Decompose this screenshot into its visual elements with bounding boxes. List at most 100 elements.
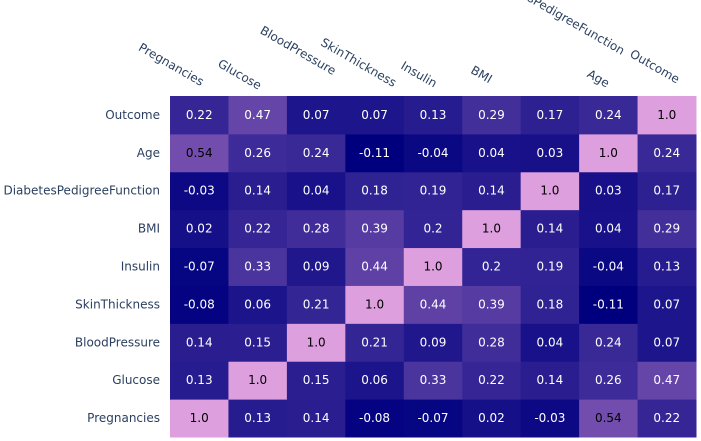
heatmap-cell-glucose-bmi[interactable]: [462, 361, 522, 400]
heatmap-cell-diabetes-pedigree-function-insulin[interactable]: [403, 171, 463, 211]
heatmap-cell-glucose-diabetes-pedigree-function[interactable]: [520, 361, 580, 400]
heatmap-cell-label: 0.07: [653, 297, 680, 311]
heatmap-cell-blood-pressure-age[interactable]: [579, 323, 639, 362]
heatmap-cell-label: 1.0: [482, 222, 501, 236]
heatmap-cell-blood-pressure-blood-pressure[interactable]: [286, 323, 346, 362]
y-tick-label: Age: [137, 146, 160, 160]
heatmap-cell-pregnancies-glucose[interactable]: [228, 399, 288, 438]
heatmap-cell-label: 0.33: [420, 373, 447, 387]
heatmap-cell-bmi-bmi[interactable]: [462, 209, 522, 249]
heatmap-cell-pregnancies-age[interactable]: [579, 399, 639, 438]
heatmap-cell-outcome-age[interactable]: [579, 96, 639, 135]
heatmap-cell-skin-thickness-glucose[interactable]: [228, 285, 288, 324]
heatmap-cell-diabetes-pedigree-function-glucose[interactable]: [228, 171, 288, 211]
heatmap-cell-glucose-skin-thickness[interactable]: [345, 361, 405, 400]
heatmap-cell-diabetes-pedigree-function-pregnancies[interactable]: [170, 171, 229, 211]
heatmap-cell-label: 0.26: [595, 373, 622, 387]
heatmap-cell-glucose-outcome[interactable]: [637, 361, 697, 400]
heatmap-cell-skin-thickness-blood-pressure[interactable]: [286, 285, 346, 324]
heatmap-cell-age-outcome[interactable]: [637, 133, 697, 173]
heatmap-cell-pregnancies-bmi[interactable]: [462, 399, 522, 438]
heatmap-cell-bmi-pregnancies[interactable]: [170, 209, 229, 249]
heatmap-cell-diabetes-pedigree-function-age[interactable]: [579, 171, 639, 211]
heatmap-cell-blood-pressure-bmi[interactable]: [462, 323, 522, 362]
heatmap-cell-age-bmi[interactable]: [462, 133, 522, 173]
heatmap-cell-glucose-blood-pressure[interactable]: [286, 361, 346, 400]
heatmap-cell-age-age[interactable]: [579, 133, 639, 173]
heatmap-cell-label: 0.14: [186, 335, 213, 349]
heatmap-cell-blood-pressure-diabetes-pedigree-function[interactable]: [520, 323, 580, 362]
heatmap-cell-age-blood-pressure[interactable]: [286, 133, 346, 173]
heatmap-cell-label: 0.07: [361, 108, 388, 122]
heatmap-cell-outcome-blood-pressure[interactable]: [286, 96, 346, 135]
heatmap-cell-diabetes-pedigree-function-outcome[interactable]: [637, 171, 697, 211]
heatmap-cell-insulin-bmi[interactable]: [462, 247, 522, 286]
heatmap-cell-insulin-insulin[interactable]: [403, 247, 463, 286]
heatmap-cell-diabetes-pedigree-function-blood-pressure[interactable]: [286, 171, 346, 211]
heatmap-cell-bmi-diabetes-pedigree-function[interactable]: [520, 209, 580, 249]
heatmap-cell-outcome-skin-thickness[interactable]: [345, 96, 405, 135]
heatmap-cell-label: -0.08: [359, 411, 390, 425]
y-tick-label: Insulin: [121, 260, 160, 274]
heatmap-cell-label: 0.04: [537, 335, 564, 349]
heatmap-cell-label: 0.06: [361, 373, 388, 387]
heatmap-cell-insulin-skin-thickness[interactable]: [345, 247, 405, 286]
heatmap-cell-pregnancies-blood-pressure[interactable]: [286, 399, 346, 438]
heatmap-cell-glucose-age[interactable]: [579, 361, 639, 400]
heatmap-cell-skin-thickness-age[interactable]: [579, 285, 639, 324]
heatmap-cell-skin-thickness-outcome[interactable]: [637, 285, 697, 324]
heatmap-cell-blood-pressure-skin-thickness[interactable]: [345, 323, 405, 362]
heatmap-cell-bmi-outcome[interactable]: [637, 209, 697, 249]
heatmap-cell-insulin-glucose[interactable]: [228, 247, 288, 286]
heatmap-cell-insulin-diabetes-pedigree-function[interactable]: [520, 247, 580, 286]
heatmap-cell-insulin-pregnancies[interactable]: [170, 247, 229, 286]
heatmap-cell-bmi-skin-thickness[interactable]: [345, 209, 405, 249]
heatmap-cell-outcome-bmi[interactable]: [462, 96, 522, 135]
heatmap-cell-outcome-insulin[interactable]: [403, 96, 463, 135]
heatmap-cell-outcome-pregnancies[interactable]: [170, 96, 229, 135]
heatmap-cell-outcome-outcome[interactable]: [637, 96, 697, 135]
heatmap-cell-bmi-glucose[interactable]: [228, 209, 288, 249]
heatmap-cell-label: 0.18: [361, 184, 388, 198]
heatmap-cell-age-insulin[interactable]: [403, 133, 463, 173]
heatmap-cell-bmi-blood-pressure[interactable]: [286, 209, 346, 249]
heatmap-cell-skin-thickness-skin-thickness[interactable]: [345, 285, 405, 324]
heatmap-cell-label: 0.07: [653, 335, 680, 349]
heatmap-cell-label: -0.07: [417, 411, 448, 425]
heatmap-cell-diabetes-pedigree-function-bmi[interactable]: [462, 171, 522, 211]
heatmap-cell-pregnancies-outcome[interactable]: [637, 399, 697, 438]
heatmap-cell-outcome-diabetes-pedigree-function[interactable]: [520, 96, 580, 135]
heatmap-cell-label: 0.14: [303, 411, 330, 425]
heatmap-cell-age-diabetes-pedigree-function[interactable]: [520, 133, 580, 173]
heatmap-cell-diabetes-pedigree-function-skin-thickness[interactable]: [345, 171, 405, 211]
heatmap-cell-label: 0.02: [186, 222, 213, 236]
heatmap-cell-diabetes-pedigree-function-diabetes-pedigree-function[interactable]: [520, 171, 580, 211]
heatmap-cell-skin-thickness-diabetes-pedigree-function[interactable]: [520, 285, 580, 324]
heatmap-cell-age-pregnancies[interactable]: [170, 133, 229, 173]
heatmap-cell-insulin-blood-pressure[interactable]: [286, 247, 346, 286]
heatmap-cell-bmi-insulin[interactable]: [403, 209, 463, 249]
heatmap-cell-blood-pressure-insulin[interactable]: [403, 323, 463, 362]
heatmap-cell-skin-thickness-insulin[interactable]: [403, 285, 463, 324]
heatmap-cell-label: 0.07: [303, 108, 330, 122]
heatmap-cell-pregnancies-insulin[interactable]: [403, 399, 463, 438]
heatmap-cell-blood-pressure-glucose[interactable]: [228, 323, 288, 362]
heatmap-cell-outcome-glucose[interactable]: [228, 96, 288, 135]
heatmap-cell-pregnancies-skin-thickness[interactable]: [345, 399, 405, 438]
heatmap-cell-pregnancies-diabetes-pedigree-function[interactable]: [520, 399, 580, 438]
heatmap-cell-blood-pressure-outcome[interactable]: [637, 323, 697, 362]
heatmap-cell-bmi-age[interactable]: [579, 209, 639, 249]
heatmap-cell-pregnancies-pregnancies[interactable]: [170, 399, 229, 438]
heatmap-cell-skin-thickness-bmi[interactable]: [462, 285, 522, 324]
heatmap-cell-age-glucose[interactable]: [228, 133, 288, 173]
heatmap-cell-insulin-outcome[interactable]: [637, 247, 697, 286]
heatmap-cell-label: 0.33: [244, 260, 271, 274]
heatmap-cell-insulin-age[interactable]: [579, 247, 639, 286]
heatmap-cell-label: 0.13: [420, 108, 447, 122]
heatmap-cell-glucose-pregnancies[interactable]: [170, 361, 229, 400]
heatmap-cell-glucose-glucose[interactable]: [228, 361, 288, 400]
heatmap-cell-blood-pressure-pregnancies[interactable]: [170, 323, 229, 362]
heatmap-cell-skin-thickness-pregnancies[interactable]: [170, 285, 229, 324]
heatmap-cell-age-skin-thickness[interactable]: [345, 133, 405, 173]
heatmap-cell-glucose-insulin[interactable]: [403, 361, 463, 400]
